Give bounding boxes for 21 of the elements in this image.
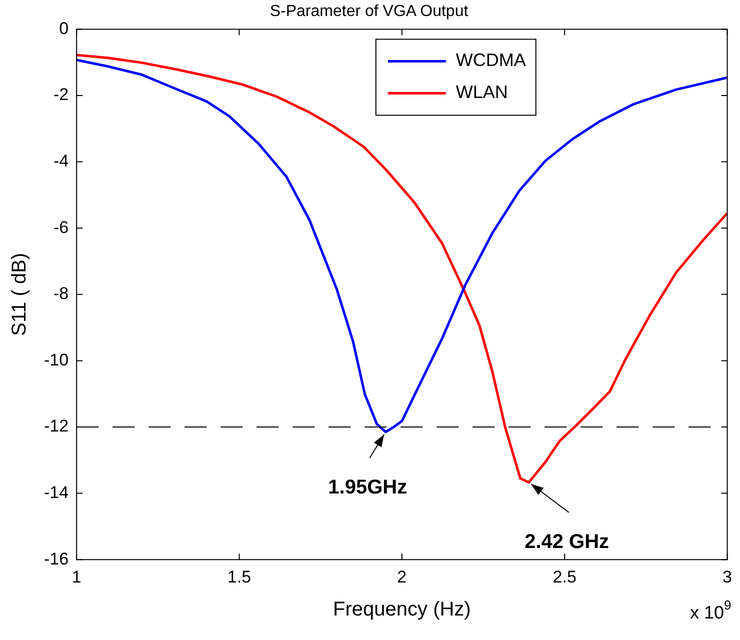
x-axis-title: Frequency (Hz) (333, 598, 471, 621)
chart-title: S-Parameter of VGA Output (270, 3, 469, 20)
legend-label: WCDMA (456, 50, 526, 70)
y-tick-label: -16 (44, 549, 69, 568)
y-tick-label: -14 (44, 482, 69, 502)
annotation: 2.42 GHz (524, 530, 610, 553)
x-tick-label: 3 (722, 567, 732, 586)
x-tick-label: 2.5 (552, 567, 576, 586)
y-axis-title: S11 ( dB) (8, 252, 31, 336)
y-tick-label: -6 (53, 218, 69, 237)
y-tick-label: -2 (53, 85, 69, 104)
x-tick-label: 1 (72, 567, 82, 586)
y-tick-label: -10 (44, 350, 69, 370)
y-tick-label: 0 (59, 18, 69, 38)
x-tick-label: 1.5 (227, 567, 252, 586)
annotation: 1.95GHz (328, 476, 408, 498)
y-tick-label: -4 (53, 151, 69, 170)
legend-label: WLAN (456, 82, 508, 102)
y-tick-label: -12 (44, 416, 69, 436)
y-tick-label: -8 (53, 284, 69, 304)
x-tick-label: 2 (397, 567, 407, 586)
